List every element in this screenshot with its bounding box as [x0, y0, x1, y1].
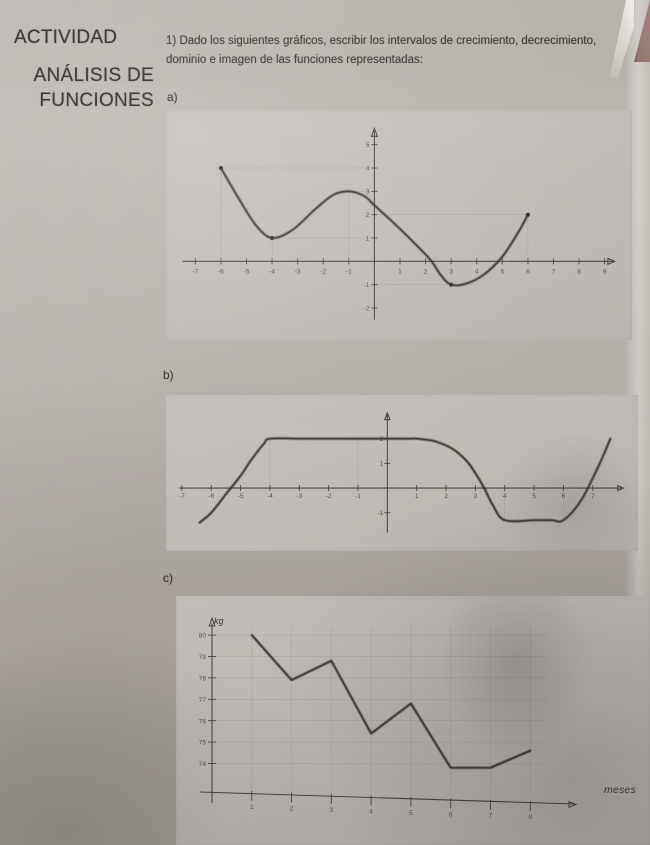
graph-c-curve: [250, 634, 532, 769]
svg-text:-1: -1: [364, 282, 370, 289]
graph-a-tick-labels: -7 -6 -5 -4 -3 -2 -1 1 2 3 4 5 6 7 8 9 5 4 3 2 1 -1 -2: [192, 142, 606, 312]
svg-text:5: 5: [500, 268, 504, 275]
item-label-b: b): [163, 368, 174, 382]
graph-c-xlabel: meses: [604, 784, 636, 796]
graph-b-gridlines: [269, 438, 564, 521]
svg-text:2: 2: [290, 805, 294, 812]
svg-text:78: 78: [199, 675, 207, 682]
svg-text:-4: -4: [269, 268, 275, 275]
svg-text:-7: -7: [179, 493, 185, 500]
title-line-2: ANÁLISIS DE: [33, 65, 154, 87]
svg-text:-1: -1: [355, 493, 361, 500]
svg-text:8: 8: [528, 814, 532, 821]
svg-text:-1: -1: [377, 510, 383, 517]
graph-b-axes: [178, 411, 625, 533]
graph-b-tick-labels: -7 -6 -5 -4 -3 -2 -1 1 2 3 4 5 6 721-1: [179, 436, 595, 517]
svg-text:-3: -3: [295, 268, 301, 275]
svg-text:77: 77: [199, 697, 207, 704]
graph-b-svg: -7 -6 -5 -4 -3 -2 -1 1 2 3 4 5 6 721-1: [178, 411, 625, 533]
svg-text:5: 5: [366, 142, 370, 149]
graph-c-ticks: [208, 634, 531, 812]
svg-text:5: 5: [532, 493, 536, 500]
graph-c-ylabel: kg: [214, 616, 224, 626]
exercise-number: 1): [166, 35, 177, 47]
instructions-text: Dado los siguientes gráficos, escribir l…: [166, 35, 597, 66]
svg-text:75: 75: [199, 740, 207, 747]
svg-text:79: 79: [199, 654, 207, 661]
svg-text:7: 7: [489, 813, 493, 820]
graph-panel-b: -7 -6 -5 -4 -3 -2 -1 1 2 3 4 5 6 7 2 1 -1: [166, 395, 638, 551]
svg-text:2: 2: [444, 493, 448, 500]
svg-text:2: 2: [424, 268, 428, 275]
svg-text:6: 6: [449, 811, 453, 818]
svg-text:-6: -6: [208, 493, 214, 500]
graph-c-gridlines: [212, 626, 547, 795]
svg-text:-5: -5: [238, 493, 244, 500]
worksheet-title: ACTIVIDAD ANÁLISIS DE FUNCIONES: [14, 26, 154, 113]
graph-a-gridlines: [220, 167, 529, 285]
graph-a-endpoints: [218, 165, 531, 287]
item-label-c: c): [163, 571, 173, 585]
svg-text:4: 4: [503, 493, 507, 500]
svg-text:-6: -6: [218, 268, 224, 275]
svg-text:-2: -2: [364, 305, 370, 312]
svg-text:5: 5: [409, 810, 413, 817]
svg-text:3: 3: [449, 268, 453, 275]
svg-text:9: 9: [603, 268, 607, 275]
title-line-3: FUNCIONES: [39, 89, 154, 111]
graph-panel-a: -7 -6 -5 -4 -3 -2 -1 1 2 3 4 5 6 7 8 9 5 4 3 2 1 -1 -2: [166, 110, 632, 340]
svg-text:2: 2: [366, 212, 370, 219]
svg-text:7: 7: [591, 493, 595, 500]
svg-text:76: 76: [199, 718, 207, 725]
title-line-1: ACTIVIDAD: [14, 27, 118, 48]
exercise-instructions: 1) Dado los siguientes gráficos, escribi…: [166, 32, 618, 69]
svg-text:3: 3: [330, 807, 334, 814]
svg-text:4: 4: [369, 808, 373, 815]
graph-a-ticks: [194, 144, 606, 309]
svg-text:3: 3: [366, 189, 370, 196]
graph-panel-c: 1 2 3 4 5 6 7 8 80 79 78 77 76 75 74 kg: [176, 596, 650, 845]
svg-text:-2: -2: [326, 493, 332, 500]
svg-text:-1: -1: [346, 268, 352, 275]
svg-text:6: 6: [562, 493, 566, 500]
svg-text:-4: -4: [267, 493, 273, 500]
svg-text:8: 8: [577, 268, 581, 275]
graph-b-curve: [198, 437, 612, 524]
graph-a-svg: -7 -6 -5 -4 -3 -2 -1 1 2 3 4 5 6 7 8 9 5 4 3 2 1 -1 -2: [182, 126, 617, 320]
svg-text:1: 1: [415, 493, 419, 500]
svg-text:74: 74: [199, 761, 207, 768]
item-label-a: a): [167, 90, 178, 104]
svg-text:4: 4: [475, 268, 479, 275]
svg-text:1: 1: [366, 235, 370, 242]
svg-text:1: 1: [398, 268, 402, 275]
svg-text:7: 7: [552, 268, 556, 275]
graph-a-axes: [182, 126, 617, 320]
svg-text:-2: -2: [320, 268, 326, 275]
svg-text:4: 4: [366, 165, 370, 172]
svg-text:-5: -5: [244, 268, 250, 275]
svg-text:3: 3: [474, 493, 478, 500]
svg-text:1: 1: [380, 461, 384, 468]
graph-c-axes: [199, 616, 578, 809]
svg-text:80: 80: [199, 633, 207, 640]
svg-text:1: 1: [250, 804, 254, 811]
svg-text:6: 6: [526, 268, 530, 275]
svg-text:-3: -3: [296, 493, 302, 500]
svg-text:-7: -7: [192, 268, 198, 275]
